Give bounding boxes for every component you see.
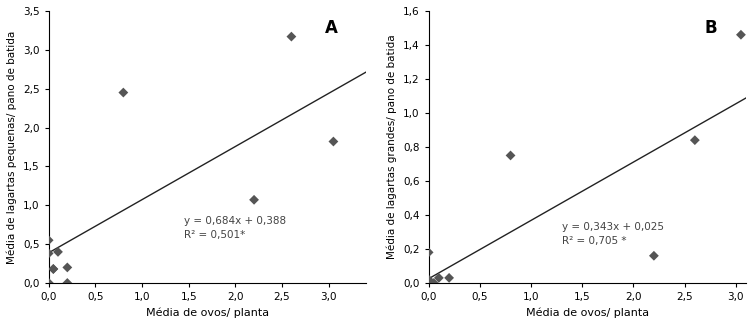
- Point: [328, 139, 340, 144]
- Point: [443, 275, 455, 280]
- Y-axis label: Média de lagartas pequenas/ pano de batida: Média de lagartas pequenas/ pano de bati…: [7, 30, 17, 264]
- Text: B: B: [705, 19, 718, 37]
- Point: [433, 275, 445, 280]
- Point: [735, 32, 747, 37]
- Point: [689, 137, 701, 143]
- Point: [52, 249, 64, 254]
- Point: [47, 266, 59, 272]
- Point: [648, 253, 660, 258]
- Point: [47, 266, 59, 272]
- Point: [43, 280, 55, 286]
- Text: y = 0,684x + 0,388
R² = 0,501*: y = 0,684x + 0,388 R² = 0,501*: [184, 216, 286, 240]
- Point: [61, 265, 73, 270]
- X-axis label: Média de ovos/ planta: Média de ovos/ planta: [146, 307, 269, 318]
- Text: A: A: [325, 19, 337, 37]
- Point: [422, 250, 434, 255]
- X-axis label: Média de ovos/ planta: Média de ovos/ planta: [526, 307, 649, 318]
- Point: [428, 280, 440, 286]
- Point: [285, 34, 297, 39]
- Point: [43, 280, 55, 286]
- Point: [117, 90, 130, 95]
- Point: [505, 153, 517, 158]
- Point: [422, 277, 434, 282]
- Point: [61, 280, 73, 286]
- Y-axis label: Média de lagartas grandes/ pano de batida: Média de lagartas grandes/ pano de batid…: [387, 35, 398, 259]
- Point: [43, 251, 55, 256]
- Text: y = 0,343x + 0,025
R² = 0,705 *: y = 0,343x + 0,025 R² = 0,705 *: [562, 222, 663, 246]
- Point: [248, 197, 260, 202]
- Point: [422, 280, 434, 286]
- Point: [43, 238, 55, 243]
